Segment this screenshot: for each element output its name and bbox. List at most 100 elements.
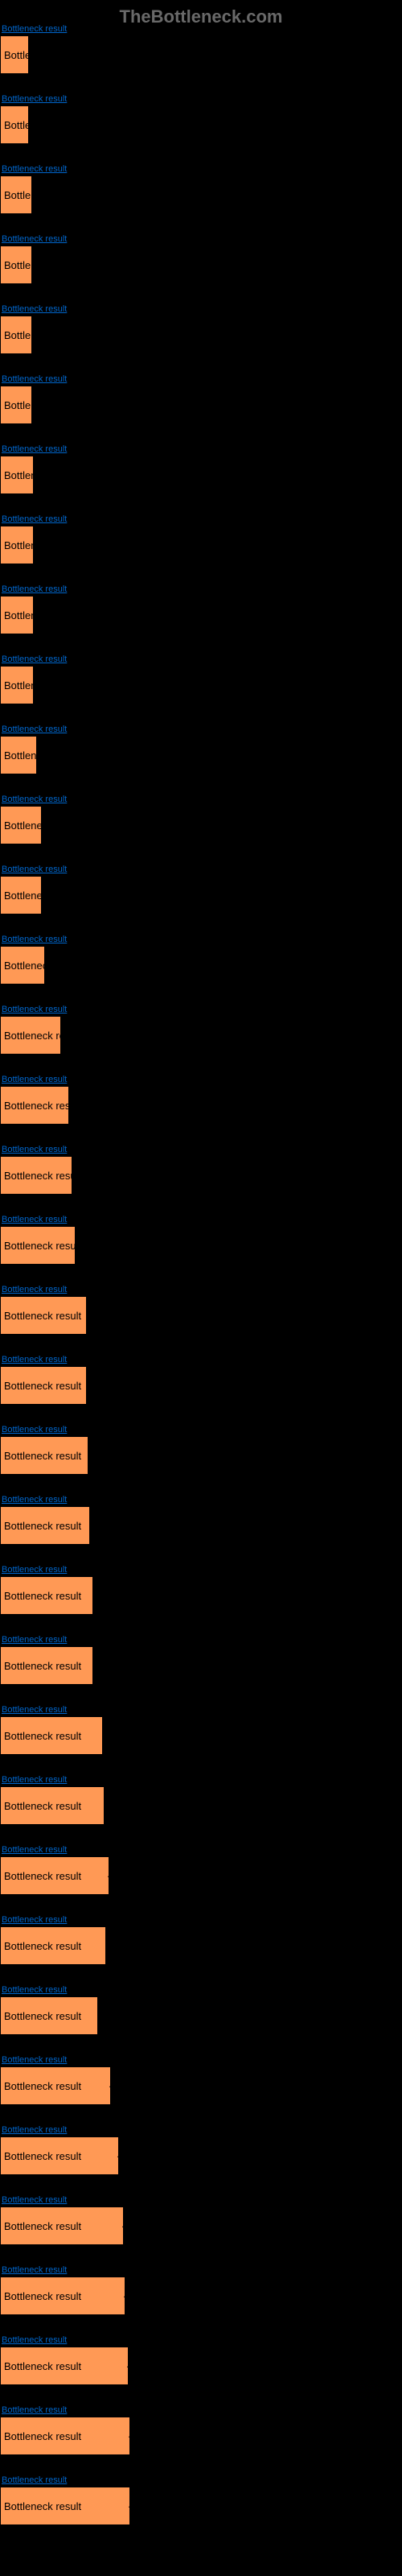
result-link[interactable]: Bottleneck result [0,1495,402,1506]
bar-label: Bottleneck result [1,2010,81,2022]
bar: Bottleneck result [0,1786,105,1825]
bar: Bottleneck result [0,2487,130,2525]
bar-label: Bottleneck result [1,1240,81,1252]
result-link[interactable]: Bottleneck result [0,2475,402,2487]
bar-value: 4 [109,2079,115,2091]
chart-row: Bottleneck resultBottleneck result4 [0,1845,402,1900]
result-link[interactable]: Bottleneck result [0,865,402,876]
result-link[interactable]: Bottleneck result [0,94,402,105]
bar-area: Bottleneck result 49 [0,2347,402,2385]
bar-area: Bottleneck res [0,1016,402,1055]
bar-area: Bottleneck result48 [0,2277,402,2315]
result-link[interactable]: Bottleneck result [0,2265,402,2277]
bar-area: Bottleneck result 4 [0,2066,402,2105]
result-link[interactable]: Bottleneck result [0,164,402,175]
result-link[interactable]: Bottleneck result [0,2335,402,2347]
bar-area: Bottlene [0,175,402,214]
result-link[interactable]: Bottleneck result [0,1285,402,1296]
bar: Bottleneck result [0,2347,129,2385]
bar-label: Bottleneck result [1,2430,81,2442]
result-link[interactable]: Bottleneck result [0,1775,402,1786]
result-link[interactable]: Bottleneck result [0,2195,402,2207]
bar: Bottlene [0,526,34,564]
result-link[interactable]: Bottleneck result [0,1985,402,1996]
chart-row: Bottleneck resultBottlene [0,514,402,569]
chart-row: Bottleneck resultBottlene [0,444,402,499]
bar-label: Bottleneck result [1,1520,81,1532]
chart-row: Bottleneck result Bottleneck result [0,1285,402,1340]
chart-row: Bottleneck result Bottleneck result 49 [0,2335,402,2390]
result-link[interactable]: Bottleneck result [0,1005,402,1016]
bar-label: Bottleneck result [1,1660,81,1672]
chart-row: Bottleneck resultBottlene [0,374,402,429]
bar: Bottleneck result [0,1436,88,1475]
bar: Bottleneck [0,946,45,985]
result-link[interactable]: Bottleneck result [0,584,402,596]
bar-label: Bottleneck result [1,2220,81,2232]
result-link[interactable]: Bottleneck result [0,2405,402,2417]
result-link[interactable]: Bottleneck result [0,1565,402,1576]
chart-row: Bottleneck resultBottlenec [0,724,402,779]
bar-value: 44 [117,2149,129,2161]
bar-area: Bottlene [0,526,402,564]
bar: Bottleneck result [0,1506,90,1545]
result-link[interactable]: Bottleneck result [0,1355,402,1366]
result-link[interactable]: Bottleneck result [0,1915,402,1926]
bar: Bottleneck result [0,1646,93,1685]
bar: Bottleneck result [0,1226,76,1265]
bar-label: Bottleneck result [1,1310,81,1322]
bar-area: Bottleneck result [0,1226,402,1265]
chart-row: Bottleneck resultBottlene [0,304,402,359]
bar-label: Bottleneck result [1,1870,81,1882]
result-link[interactable]: Bottleneck result [0,514,402,526]
bar-area: Bottlene [0,596,402,634]
bar-area: Bottleneck result [0,1576,402,1615]
chart-row: Bottleneck resultBottlene [0,164,402,219]
result-link[interactable]: Bottleneck result [0,374,402,386]
bar: Bottlen [0,105,29,144]
result-link[interactable]: Bottleneck result [0,795,402,806]
result-link[interactable]: Bottleneck result [0,1145,402,1156]
result-link[interactable]: Bottleneck result [0,654,402,666]
bar-area: Bottlene [0,316,402,354]
bar-label: Bottleneck result [1,2150,81,2162]
bar-area: Bottleneck result [0,1296,402,1335]
bar-area: Bottleneck result [0,1716,402,1755]
bar-label: Bottlen [1,49,36,61]
result-link[interactable]: Bottleneck result [0,1845,402,1856]
bar-label: Bottlene [1,259,43,271]
bar-label: Bottleneck result [1,2290,81,2302]
bar-label: Bottleneck result [1,2360,81,2372]
bar: Bottleneck resul [0,1156,72,1195]
result-link[interactable]: Bottleneck result [0,2055,402,2066]
result-link[interactable]: Bottleneck result [0,724,402,736]
chart-row: Bottleneck resultBottleneck result49 [0,2405,402,2460]
bar: Bottleneck [0,806,42,844]
chart-row: Bottleneck resultBottleneck result [0,1215,402,1269]
bar-value: 49 [127,2359,138,2372]
result-link[interactable]: Bottleneck result [0,1425,402,1436]
bar: Bottlene [0,175,32,214]
result-link[interactable]: Bottleneck result [0,1075,402,1086]
result-link[interactable]: Bottleneck result [0,2125,402,2136]
bar-label: Bottleneck [1,960,53,972]
bar-label: Bottleneck result [1,1380,81,1392]
result-link[interactable]: Bottleneck result [0,304,402,316]
chart-row: Bottleneck result Bottleneck result [0,1985,402,2040]
bar-area: Bottlen [0,35,402,74]
bar-label: Bottleneck result [1,1730,81,1742]
bar-label: Bottleneck result [1,1800,81,1812]
bar-label: Bottleneck result [1,2080,81,2092]
bar-label: Bottleneck result [1,2500,81,2512]
result-link[interactable]: Bottleneck result [0,1635,402,1646]
result-link[interactable]: Bottleneck result [0,1705,402,1716]
chart-row: Bottleneck resultBottleneck result [0,1565,402,1620]
result-link[interactable]: Bottleneck result [0,234,402,246]
chart-row: Bottleneck result Bottleneck result [0,1705,402,1760]
result-link[interactable]: Bottleneck result [0,444,402,456]
result-link[interactable]: Bottleneck result [0,1215,402,1226]
chart-row: Bottleneck resultBottleneck result [0,1075,402,1129]
chart-row: Bottleneck result Bottleneck result [0,1355,402,1410]
bar-label: Bottleneck result [1,1940,81,1952]
result-link[interactable]: Bottleneck result [0,935,402,946]
